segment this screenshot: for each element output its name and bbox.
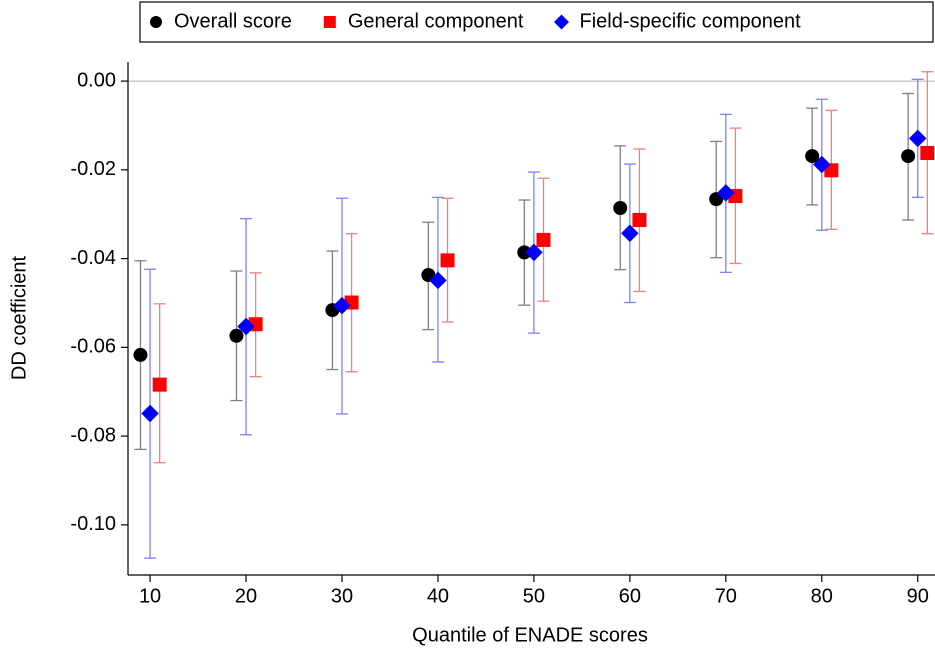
x-tick-label: 30 [331,585,353,607]
point [237,317,255,336]
x-tick-label: 90 [907,585,929,607]
point [333,296,351,315]
point [536,232,551,247]
point [613,201,628,216]
legend-marker [323,16,336,28]
legend-marker [150,16,162,28]
x-tick-label: 40 [427,585,449,607]
point [717,184,735,202]
point [813,155,831,174]
legend-label: Field-specific component [579,10,801,32]
y-tick-label: -0.10 [70,513,116,535]
x-tick-label: 50 [523,585,545,607]
point [152,377,167,392]
y-tick-label: -0.04 [70,247,116,269]
point [709,192,724,207]
point [517,245,532,260]
y-tick-label: -0.08 [70,424,116,446]
point [440,253,455,268]
x-tick-label: 80 [811,585,833,607]
x-tick-label: 10 [139,585,161,607]
y-axis-label: DD coefficient [8,255,30,380]
point [908,129,927,148]
x-tick-label: 60 [619,585,641,607]
x-tick-label: 70 [715,585,737,607]
point [133,347,148,362]
legend [139,1,934,43]
point [229,328,244,343]
point [920,145,935,160]
point [632,212,647,227]
point [429,271,447,290]
x-axis-label: Quantile of ENADE scores [412,624,648,646]
point [621,224,639,243]
legend-marker [553,14,569,30]
point [141,404,159,423]
point [901,149,916,164]
y-tick-label: 0.00 [77,69,116,91]
legend-label: Overall score [174,10,292,32]
point [525,243,543,262]
y-tick-label: -0.02 [70,158,116,180]
point [805,149,820,164]
y-tick-label: -0.06 [70,336,116,358]
x-tick-label: 20 [235,585,257,607]
legend-label: General component [348,10,524,32]
